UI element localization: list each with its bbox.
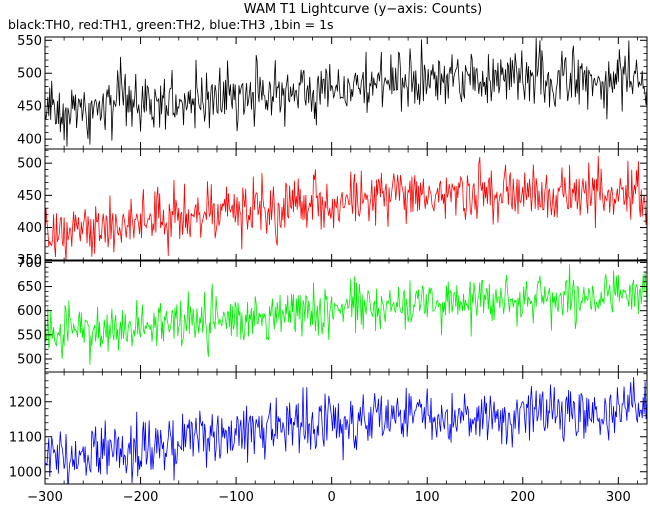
y-tick-label: 1200 bbox=[9, 395, 42, 410]
panel-frame bbox=[44, 148, 648, 262]
series-line-th1 bbox=[45, 156, 647, 261]
x-tick-label: 0 bbox=[328, 490, 336, 505]
panel-frame bbox=[44, 371, 648, 485]
y-tick-label: 700 bbox=[17, 256, 42, 271]
y-tick-label: 450 bbox=[17, 100, 42, 115]
series-line-th2 bbox=[45, 264, 647, 365]
y-tick-label: 600 bbox=[17, 304, 42, 319]
y-tick-label: 450 bbox=[17, 189, 42, 204]
y-tick-label: 400 bbox=[17, 221, 42, 236]
x-tick-label: −200 bbox=[123, 490, 159, 505]
x-tick-label: −300 bbox=[27, 490, 63, 505]
y-tick-label: 500 bbox=[17, 67, 42, 82]
chart-title: WAM T1 Lightcurve (y−axis: Counts) bbox=[244, 2, 482, 17]
chart-subtitle: black:TH0, red:TH1, green:TH2, blue:TH3 … bbox=[8, 17, 334, 32]
y-tick-label: 1000 bbox=[9, 465, 42, 480]
series-line-th3 bbox=[45, 377, 647, 484]
panel-th0: 400 450 500 550 bbox=[17, 34, 648, 150]
x-tick-label: 300 bbox=[606, 490, 631, 505]
y-tick-label: 350 bbox=[17, 253, 42, 268]
x-tick-label: 100 bbox=[415, 490, 440, 505]
y-tick-label: 500 bbox=[17, 157, 42, 172]
chart-panels: 400 450 500 550 350 400 450 500 500 550 600 650 700 1… bbox=[9, 34, 648, 485]
y-tick-label: 1100 bbox=[9, 430, 42, 445]
x-tick-label: 200 bbox=[510, 490, 535, 505]
y-tick-label: 550 bbox=[17, 34, 42, 49]
panel-frame bbox=[44, 259, 648, 373]
panel-th2: 500 550 600 650 700 bbox=[17, 256, 648, 373]
series-line-th0 bbox=[45, 37, 647, 147]
y-tick-label: 400 bbox=[17, 133, 42, 148]
panel-th3: 1000 1100 1200 bbox=[9, 371, 648, 485]
x-axis: −300 −200 −100 0 100 200 300 bbox=[27, 490, 631, 505]
panel-th1: 350 400 450 500 bbox=[17, 148, 648, 268]
y-tick-label: 500 bbox=[17, 352, 42, 367]
x-tick-label: −100 bbox=[218, 490, 254, 505]
y-tick-label: 550 bbox=[17, 328, 42, 343]
y-tick-label: 650 bbox=[17, 280, 42, 295]
